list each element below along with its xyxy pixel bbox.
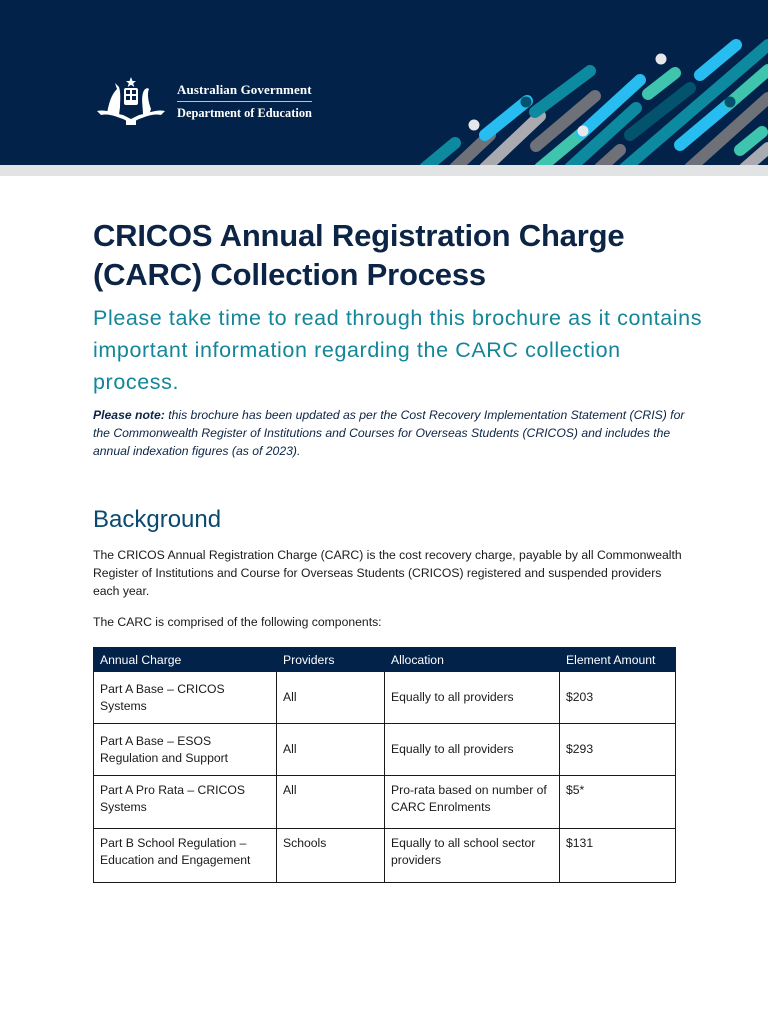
- allocation-cell: Equally to all providers: [384, 723, 560, 776]
- providers-cell: Schools: [276, 828, 385, 883]
- section-heading-background: Background: [93, 506, 222, 533]
- logo-government-text: Australian Government: [177, 82, 312, 102]
- table-row: Part A Pro Rata – CRICOS Systems All Pro…: [93, 775, 676, 829]
- allocation-cell: Equally to all providers: [384, 671, 560, 724]
- note-label: Please note:: [93, 408, 165, 422]
- amount-cell: $293: [559, 723, 676, 776]
- components-intro: The CARC is comprised of the following c…: [93, 615, 382, 629]
- decorative-stripes-icon: [419, 39, 768, 165]
- amount-cell: $5*: [559, 775, 676, 829]
- charge-cell: Part A Base – ESOS Regulation and Suppor…: [93, 723, 277, 776]
- table-row: Part A Base – CRICOS Systems All Equally…: [93, 671, 676, 724]
- coat-of-arms-icon: [97, 77, 165, 125]
- column-header: Allocation: [384, 647, 560, 672]
- government-logo: Australian Government Department of Educ…: [93, 75, 312, 127]
- providers-cell: All: [276, 671, 385, 724]
- charge-cell: Part A Pro Rata – CRICOS Systems: [93, 775, 277, 829]
- table-row: Part A Base – ESOS Regulation and Suppor…: [93, 723, 676, 776]
- update-note: Please note: this brochure has been upda…: [93, 406, 693, 460]
- column-header: Element Amount: [559, 647, 676, 672]
- charge-cell: Part A Base – CRICOS Systems: [93, 671, 277, 724]
- charge-cell: Part B School Regulation – Education and…: [93, 828, 277, 883]
- providers-cell: All: [276, 723, 385, 776]
- logo-department-text: Department of Education: [177, 105, 312, 120]
- carc-components-table: Annual Charge Providers Allocation Eleme…: [93, 647, 676, 883]
- page-title: CRICOS Annual Registration Charge (CARC)…: [93, 218, 625, 292]
- background-paragraph: The CRICOS Annual Registration Charge (C…: [93, 548, 682, 598]
- amount-cell: $203: [559, 671, 676, 724]
- allocation-cell: Pro-rata based on number of CARC Enrolme…: [384, 775, 560, 829]
- table-row: Part B School Regulation – Education and…: [93, 828, 676, 883]
- table-header-row: Annual Charge Providers Allocation Eleme…: [93, 647, 676, 672]
- header-banner: Australian Government Department of Educ…: [0, 0, 768, 165]
- page-subtitle: Please take time to read through this br…: [93, 306, 703, 394]
- providers-cell: All: [276, 775, 385, 829]
- header-divider-band: [0, 165, 768, 176]
- amount-cell: $131: [559, 828, 676, 883]
- column-header: Annual Charge: [93, 647, 277, 672]
- allocation-cell: Equally to all school sector providers: [384, 828, 560, 883]
- column-header: Providers: [276, 647, 385, 672]
- note-text: this brochure has been updated as per th…: [93, 408, 685, 458]
